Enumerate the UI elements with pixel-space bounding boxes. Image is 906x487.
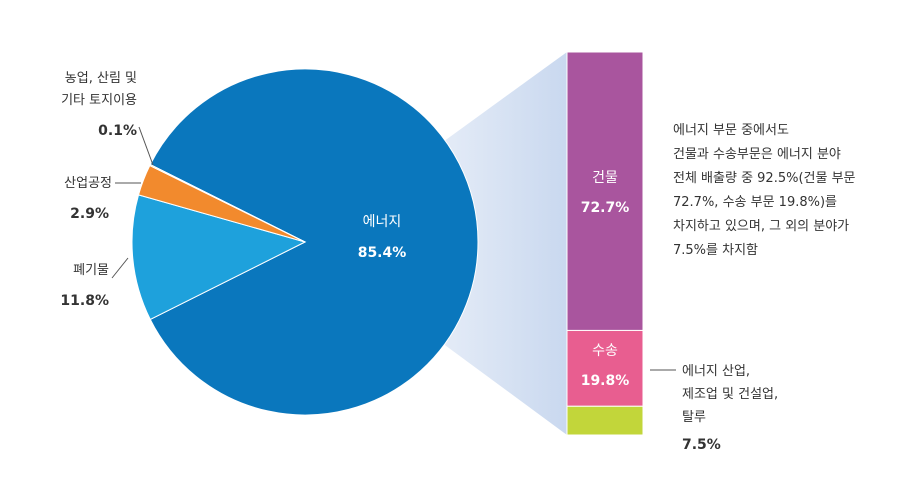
slice-value-agriculture: 0.1% xyxy=(98,123,137,139)
bar-label-other-line1: 에너지 산업, xyxy=(682,364,750,379)
bar-value-other: 7.5% xyxy=(682,437,721,453)
annotation-line-5: 차지하고 있으며, 그 외의 분야가 xyxy=(673,219,849,234)
slice-label-energy: 에너지 xyxy=(363,214,402,230)
leader-waste xyxy=(111,257,129,279)
bar-value-buildings: 72.7% xyxy=(581,200,630,216)
slice-value-energy: 85.4% xyxy=(358,245,407,261)
annotation-line-6: 7.5%를 차지함 xyxy=(673,243,758,258)
annotation-line-2: 건물과 수송부문은 에너지 분야 xyxy=(673,147,841,162)
bar-value-transport: 19.8% xyxy=(581,373,630,389)
slice-label-agriculture-line2: 기타 토지이용 xyxy=(61,93,137,108)
slice-value-industrial: 2.9% xyxy=(70,206,109,222)
leader-agriculture xyxy=(138,126,154,166)
bar-label-buildings: 건물 xyxy=(592,170,618,186)
bar-label-other-line3: 탈루 xyxy=(682,410,706,425)
annotation-line-3: 전체 배출량 중 92.5%(건물 부문 xyxy=(673,171,856,186)
bar-segment-buildings xyxy=(566,51,644,331)
slice-label-agriculture-line1: 농업, 산림 및 xyxy=(65,71,137,86)
pie-chart xyxy=(131,68,479,416)
pie-slice-waste xyxy=(131,194,307,321)
slice-label-waste: 폐기물 xyxy=(73,263,109,278)
slice-value-waste: 11.8% xyxy=(60,293,109,309)
bar-label-other-line2: 제조업 및 건설업, xyxy=(682,387,778,402)
pie-slice-agriculture xyxy=(149,163,306,243)
stacked-bar xyxy=(566,51,644,436)
bar-label-transport: 수송 xyxy=(592,343,618,359)
slice-label-industrial: 산업공정 xyxy=(64,176,112,191)
annotation-line-1: 에너지 부문 중에서도 xyxy=(673,123,789,138)
pie-slice-energy xyxy=(149,68,479,416)
bar-segment-other-energy xyxy=(566,405,644,436)
bar-segment-transport xyxy=(566,329,644,407)
annotation-line-4: 72.7%, 수송 부문 19.8%)를 xyxy=(673,195,837,210)
